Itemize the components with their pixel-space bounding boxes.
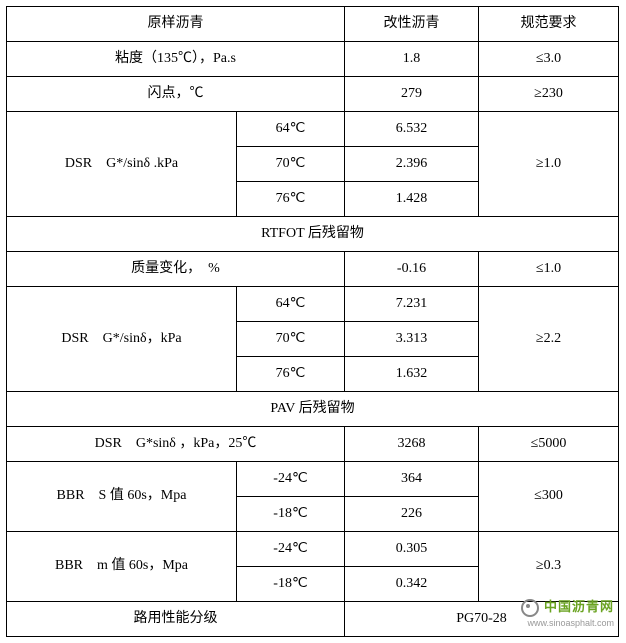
row-dsr1-1: DSR G*/sinδ .kPa 64℃ 6.532 ≥1.0 — [7, 112, 619, 147]
mass-label: 质量变化， % — [7, 252, 345, 287]
dsr1-v2: 2.396 — [345, 147, 479, 182]
dsr2-v1: 7.231 — [345, 287, 479, 322]
dsr3-req: ≤5000 — [479, 427, 619, 462]
viscosity-label: 粘度（135℃），Pa.s — [7, 42, 345, 77]
bbr-m-label: BBR m 值 60s，Mpa — [7, 532, 237, 602]
flash-label: 闪点，℃ — [7, 77, 345, 112]
row-dsr3: DSR G*sinδ ，kPa，25℃ 3268 ≤5000 — [7, 427, 619, 462]
bbr-m-v1: 0.305 — [345, 532, 479, 567]
row-viscosity: 粘度（135℃），Pa.s 1.8 ≤3.0 — [7, 42, 619, 77]
dsr2-label: DSR G*/sinδ，kPa — [7, 287, 237, 392]
dsr1-v3: 1.428 — [345, 182, 479, 217]
row-flash: 闪点，℃ 279 ≥230 — [7, 77, 619, 112]
spec-table: 原样沥青 改性沥青 规范要求 粘度（135℃），Pa.s 1.8 ≤3.0 闪点… — [6, 6, 619, 637]
bbr-s-t2: -18℃ — [237, 497, 345, 532]
viscosity-req: ≤3.0 — [479, 42, 619, 77]
section-rtfot-label: RTFOT 后残留物 — [7, 217, 619, 252]
dsr2-v3: 1.632 — [345, 357, 479, 392]
dsr2-t2: 70℃ — [237, 322, 345, 357]
row-mass: 质量变化， % -0.16 ≤1.0 — [7, 252, 619, 287]
dsr1-t1: 64℃ — [237, 112, 345, 147]
dsr1-v1: 6.532 — [345, 112, 479, 147]
section-pav-label: PAV 后残留物 — [7, 392, 619, 427]
grade-label: 路用性能分级 — [7, 602, 345, 637]
dsr2-req: ≥2.2 — [479, 287, 619, 392]
dsr3-val: 3268 — [345, 427, 479, 462]
dsr1-label: DSR G*/sinδ .kPa — [7, 112, 237, 217]
section-rtfot: RTFOT 后残留物 — [7, 217, 619, 252]
flash-req: ≥230 — [479, 77, 619, 112]
header-col3: 改性沥青 — [345, 7, 479, 42]
bbr-s-t1: -24℃ — [237, 462, 345, 497]
header-col1: 原样沥青 — [7, 7, 345, 42]
bbr-s-v1: 364 — [345, 462, 479, 497]
section-pav: PAV 后残留物 — [7, 392, 619, 427]
flash-val: 279 — [345, 77, 479, 112]
table-header-row: 原样沥青 改性沥青 规范要求 — [7, 7, 619, 42]
row-bbr-s-1: BBR S 值 60s，Mpa -24℃ 364 ≤300 — [7, 462, 619, 497]
dsr2-v2: 3.313 — [345, 322, 479, 357]
bbr-m-v2: 0.342 — [345, 567, 479, 602]
bbr-m-req: ≥0.3 — [479, 532, 619, 602]
bbr-s-label: BBR S 值 60s，Mpa — [7, 462, 237, 532]
dsr1-req: ≥1.0 — [479, 112, 619, 217]
bbr-s-v2: 226 — [345, 497, 479, 532]
dsr2-t3: 76℃ — [237, 357, 345, 392]
row-grade: 路用性能分级 PG70-28 — [7, 602, 619, 637]
bbr-m-t2: -18℃ — [237, 567, 345, 602]
dsr2-t1: 64℃ — [237, 287, 345, 322]
bbr-s-req: ≤300 — [479, 462, 619, 532]
row-bbr-m-1: BBR m 值 60s，Mpa -24℃ 0.305 ≥0.3 — [7, 532, 619, 567]
dsr1-t3: 76℃ — [237, 182, 345, 217]
viscosity-val: 1.8 — [345, 42, 479, 77]
bbr-m-t1: -24℃ — [237, 532, 345, 567]
mass-val: -0.16 — [345, 252, 479, 287]
grade-val: PG70-28 — [345, 602, 619, 637]
header-col4: 规范要求 — [479, 7, 619, 42]
dsr3-label: DSR G*sinδ ，kPa，25℃ — [7, 427, 345, 462]
dsr1-t2: 70℃ — [237, 147, 345, 182]
row-dsr2-1: DSR G*/sinδ，kPa 64℃ 7.231 ≥2.2 — [7, 287, 619, 322]
mass-req: ≤1.0 — [479, 252, 619, 287]
